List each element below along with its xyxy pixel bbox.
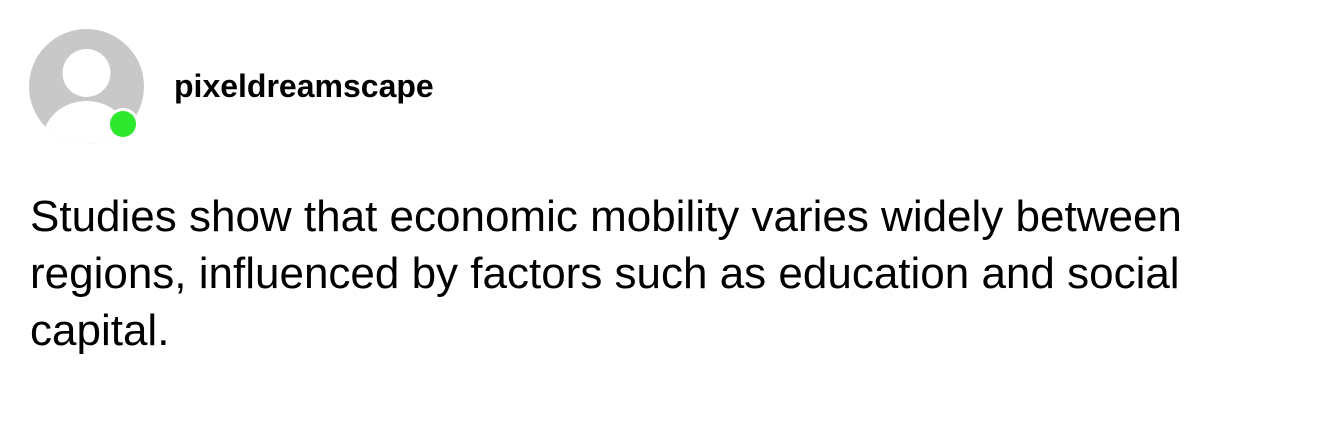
- default-user-avatar-icon: [29, 29, 144, 144]
- post-body-text: Studies show that economic mobility vari…: [30, 192, 1182, 355]
- avatar[interactable]: [29, 29, 144, 144]
- online-status-indicator: [110, 111, 136, 137]
- username[interactable]: pixeldreamscape: [174, 68, 434, 104]
